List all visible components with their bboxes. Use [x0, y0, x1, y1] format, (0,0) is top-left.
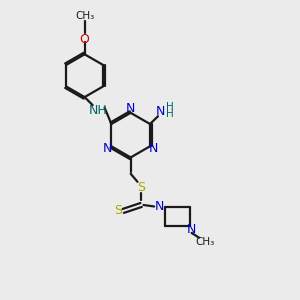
Text: S: S [137, 181, 145, 194]
Text: H: H [166, 102, 174, 112]
Text: CH₃: CH₃ [75, 11, 94, 21]
Text: N: N [103, 142, 112, 155]
Text: CH₃: CH₃ [195, 237, 214, 247]
Text: O: O [80, 33, 89, 46]
Text: S: S [114, 204, 122, 218]
Text: H: H [166, 109, 174, 119]
Text: N: N [126, 102, 135, 115]
Text: NH: NH [88, 104, 107, 117]
Text: N: N [187, 224, 196, 236]
Text: N: N [155, 105, 165, 118]
Text: N: N [149, 142, 158, 155]
Text: N: N [155, 200, 164, 213]
